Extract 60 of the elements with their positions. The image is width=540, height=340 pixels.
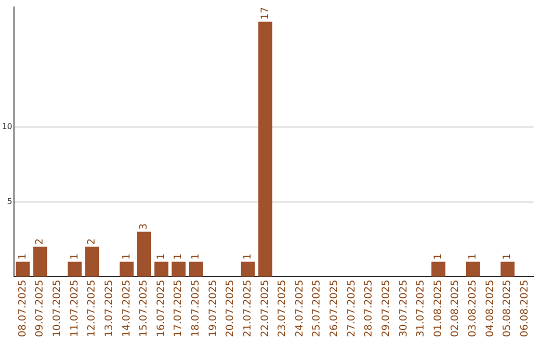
x-tick-label: 09.07.2025 [34, 280, 46, 338]
x-tick-label: 28.07.2025 [364, 280, 375, 338]
x-tick-label: 30.07.2025 [398, 280, 410, 338]
bar [500, 262, 515, 277]
bar [240, 262, 255, 277]
bar [85, 246, 100, 277]
x-tick-label: 15.07.2025 [138, 280, 150, 338]
x-tick-label: 12.07.2025 [86, 280, 98, 338]
bar [258, 22, 272, 277]
x-tick-label: 21.07.2025 [242, 280, 254, 338]
bar [68, 262, 82, 277]
data-label: 1 [242, 253, 254, 260]
x-tick-label: 16.07.2025 [156, 280, 167, 338]
x-tick-label: 26.07.2025 [329, 280, 340, 338]
bar [431, 262, 446, 277]
data-label: 1 [17, 253, 28, 260]
data-label: 1 [502, 253, 514, 260]
data-label: 1 [468, 253, 479, 260]
bar [172, 262, 186, 277]
data-label: 1 [173, 253, 184, 260]
data-label: 17 [260, 7, 271, 20]
x-tick-label: 14.07.2025 [121, 280, 132, 338]
x-tick-label: 10.07.2025 [52, 280, 64, 338]
bar [466, 262, 480, 277]
x-tick-label: 06.08.2025 [519, 280, 530, 338]
x-tick-label: 01.08.2025 [432, 280, 444, 338]
x-tick-label: 24.07.2025 [294, 280, 306, 338]
x-tick-label: 17.07.2025 [173, 280, 184, 338]
x-tick-label: 18.07.2025 [190, 280, 202, 338]
x-tick-label: 08.07.2025 [17, 280, 28, 338]
bar [33, 246, 48, 277]
data-label: 1 [190, 253, 202, 260]
bar [154, 262, 168, 277]
data-label: 1 [432, 253, 444, 260]
x-tick-label: 27.07.2025 [346, 280, 358, 338]
data-label: 2 [86, 238, 98, 245]
bar [16, 262, 30, 277]
data-label: 1 [121, 253, 132, 260]
bar [137, 232, 152, 277]
bar [120, 262, 134, 277]
x-tick-label: 05.08.2025 [502, 280, 514, 338]
x-tick-label: 20.07.2025 [225, 280, 236, 338]
x-tick-label: 03.08.2025 [468, 280, 479, 338]
x-tick-label: 29.07.2025 [380, 280, 392, 338]
data-label: 1 [156, 253, 167, 260]
y-tick-label: 10 [2, 122, 12, 131]
data-label: 3 [138, 223, 150, 230]
data-label: 1 [69, 253, 80, 260]
x-tick-label: 22.07.2025 [260, 280, 271, 338]
x-tick-label: 25.07.2025 [312, 280, 323, 338]
x-tick-label: 11.07.2025 [69, 280, 80, 338]
bar [188, 262, 203, 277]
x-tick-label: 13.07.2025 [104, 280, 115, 338]
x-tick-label: 04.08.2025 [484, 280, 496, 338]
x-tick-label: 23.07.2025 [277, 280, 288, 338]
data-label: 2 [34, 238, 46, 245]
y-tick-label: 5 [7, 196, 12, 206]
x-tick-label: 02.08.2025 [450, 280, 462, 338]
x-tick-label: 31.07.2025 [416, 280, 427, 338]
x-tick-label: 19.07.2025 [208, 280, 219, 338]
